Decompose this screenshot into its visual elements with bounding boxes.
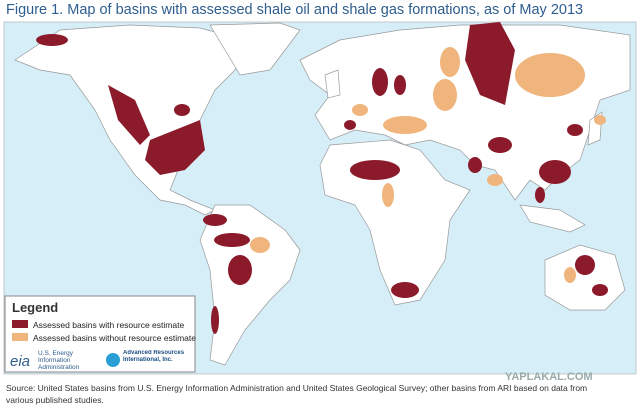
basin bbox=[564, 267, 576, 283]
legend: Legend Assessed basins with resource est… bbox=[4, 295, 196, 373]
basin bbox=[575, 255, 595, 275]
basin bbox=[203, 214, 227, 226]
legend-swatch bbox=[12, 333, 28, 341]
basin bbox=[350, 160, 400, 180]
legend-label: Assessed basins with resource estimate bbox=[33, 320, 184, 330]
australia bbox=[544, 244, 626, 311]
eia-name-box: U.S. Energy Information Administration bbox=[38, 350, 80, 371]
basin bbox=[228, 255, 252, 285]
basin bbox=[214, 233, 250, 247]
basin bbox=[592, 284, 608, 296]
map: Legend Assessed basins with resource est… bbox=[3, 21, 637, 380]
basin bbox=[352, 104, 368, 116]
basin bbox=[567, 124, 583, 136]
ari-name: Advanced Resources International, Inc. bbox=[123, 350, 185, 363]
ari-logo bbox=[106, 353, 120, 367]
map-title: Figure 1. Map of basins with assessed sh… bbox=[6, 2, 584, 18]
basin bbox=[440, 47, 460, 77]
indonesia bbox=[519, 204, 586, 233]
basin bbox=[174, 104, 190, 116]
basin bbox=[372, 68, 388, 96]
basin bbox=[488, 137, 512, 153]
basin bbox=[391, 282, 419, 298]
basin bbox=[382, 183, 394, 207]
basin bbox=[383, 116, 427, 134]
basin bbox=[250, 237, 270, 253]
watermark: YAPLAKAL.COM bbox=[505, 371, 593, 380]
africa bbox=[319, 139, 471, 306]
legend-swatch bbox=[12, 320, 28, 328]
ari-name-box: Advanced Resources International, Inc. bbox=[123, 350, 185, 363]
basin bbox=[36, 34, 68, 46]
britain bbox=[324, 69, 341, 99]
basin bbox=[539, 160, 571, 184]
eia-logo: eia bbox=[10, 353, 30, 370]
basin bbox=[468, 157, 482, 173]
legend-label: Assessed basins without resource estimat… bbox=[33, 333, 196, 343]
basin bbox=[394, 75, 406, 95]
legend-title: Legend bbox=[12, 300, 58, 315]
basin bbox=[344, 120, 356, 130]
greenland bbox=[209, 22, 301, 76]
source-note: Source: United States basins from U.S. E… bbox=[6, 383, 588, 405]
basin bbox=[465, 22, 515, 105]
basin bbox=[515, 53, 585, 97]
basin bbox=[108, 85, 150, 145]
basin bbox=[535, 187, 545, 203]
basin bbox=[211, 306, 219, 334]
basin bbox=[487, 174, 503, 186]
basin bbox=[594, 115, 606, 125]
legend-box bbox=[4, 295, 196, 373]
eia-name: U.S. Energy Information Administration bbox=[38, 350, 80, 371]
basin bbox=[145, 120, 205, 175]
basin bbox=[433, 79, 457, 111]
basins bbox=[36, 22, 608, 334]
